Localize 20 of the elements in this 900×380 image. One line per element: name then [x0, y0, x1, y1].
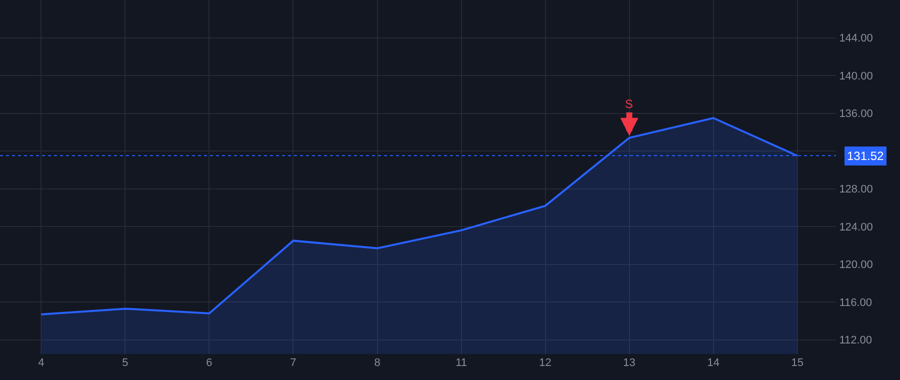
x-tick-label: 14: [707, 357, 720, 369]
y-tick-label: 116.00: [839, 296, 872, 309]
x-tick-label: 12: [539, 357, 552, 369]
y-tick-label: 112.00: [839, 334, 872, 347]
y-tick-label: 136.00: [839, 108, 873, 120]
x-tick-label: 8: [374, 357, 380, 369]
annotation: S: [625, 97, 634, 111]
y-tick-label: 128.00: [839, 184, 873, 196]
y-tick-label: 120.00: [839, 259, 873, 272]
x-tick-label: 5: [122, 357, 128, 369]
x-tick-label: 11: [456, 357, 467, 369]
x-tick-label: 13: [623, 357, 636, 369]
x-tick-label: 6: [206, 357, 212, 369]
y-tick-label: 140.00: [839, 70, 873, 82]
x-tick-label: 15: [791, 357, 804, 369]
x-tick-label: 7: [290, 357, 296, 369]
ref-line-label: 131.52: [847, 149, 884, 163]
y-tick-label: 124.00: [839, 221, 873, 234]
x-tick-label: 4: [38, 357, 44, 369]
y-tick-label: 144.00: [839, 32, 873, 45]
